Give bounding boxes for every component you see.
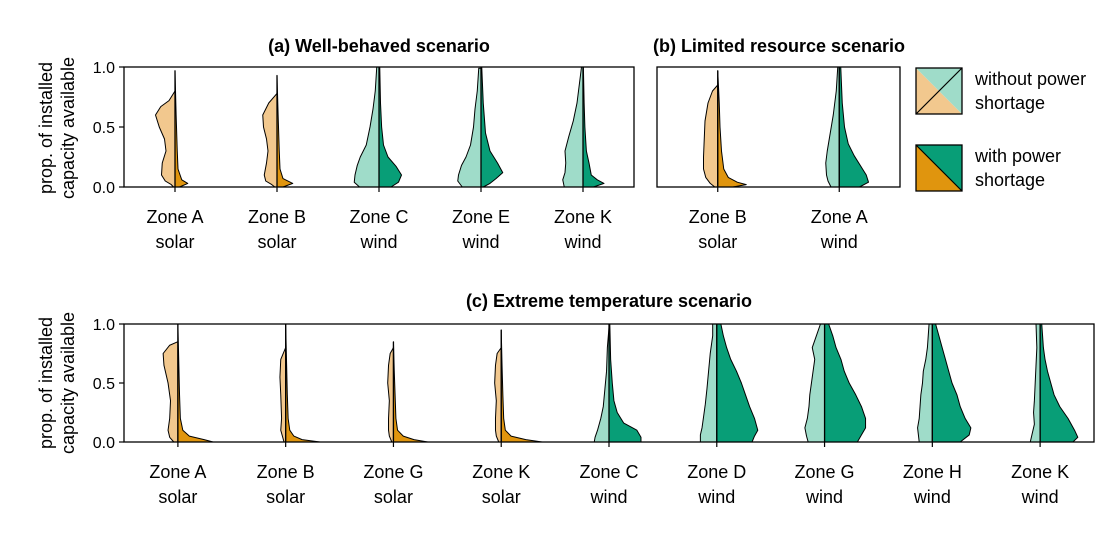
x-label-zone-c-6: Zone G bbox=[795, 462, 855, 482]
x-label-tech-a-3: wind bbox=[461, 232, 499, 252]
x-label-zone-a-0: Zone A bbox=[146, 207, 203, 227]
violin-a-1-with bbox=[276, 74, 294, 188]
violin-c-8-without bbox=[1029, 323, 1041, 443]
x-label-tech-c-7: wind bbox=[913, 487, 951, 507]
legend-with-diagonal bbox=[915, 144, 963, 192]
violin-a-4-with bbox=[582, 66, 605, 188]
violin-c-6-with bbox=[824, 323, 867, 443]
violin-c-2-without bbox=[387, 347, 394, 443]
legend-without-diagonal bbox=[915, 67, 963, 115]
y-tick-label-c-1: 0.5 bbox=[93, 376, 115, 393]
violin-a-3-with bbox=[480, 66, 504, 188]
x-label-zone-c-1: Zone B bbox=[257, 462, 315, 482]
x-label-tech-a-1: solar bbox=[257, 232, 296, 252]
violin-b-1-with bbox=[838, 66, 869, 188]
x-label-tech-b-0: solar bbox=[698, 232, 737, 252]
legend-with-label-line1: with power bbox=[974, 146, 1061, 166]
x-label-zone-a-1: Zone B bbox=[248, 207, 306, 227]
violin-c-7-with bbox=[931, 323, 972, 443]
x-label-zone-c-5: Zone D bbox=[687, 462, 746, 482]
violin-b-0-with bbox=[717, 70, 747, 188]
x-label-zone-c-2: Zone G bbox=[363, 462, 423, 482]
x-label-tech-c-2: solar bbox=[374, 487, 413, 507]
violin-c-3-with bbox=[500, 329, 543, 443]
plot-frame-a bbox=[123, 66, 635, 188]
violin-c-4-without bbox=[593, 327, 610, 443]
violin-c-0-with bbox=[177, 323, 214, 443]
legend-with-box bbox=[915, 144, 963, 192]
violin-a-3-without bbox=[457, 67, 482, 188]
legend-without-label-line1: without power bbox=[974, 69, 1086, 89]
y-tick-label-a-0: 0.0 bbox=[93, 180, 115, 197]
violin-c-1-with bbox=[285, 323, 321, 443]
panel-a-title: (a) Well-behaved scenario bbox=[268, 36, 490, 56]
y-tick-label-c-2: 1.0 bbox=[93, 317, 115, 334]
legend-with-label-line2: shortage bbox=[975, 170, 1045, 190]
x-label-zone-c-8: Zone K bbox=[1011, 462, 1069, 482]
violin-c-5-without bbox=[699, 323, 718, 443]
x-label-tech-b-1: wind bbox=[820, 232, 858, 252]
panel-a-well-behaved: (a) Well-behaved scenario prop. of insta… bbox=[36, 36, 635, 252]
x-label-tech-c-4: wind bbox=[589, 487, 627, 507]
x-label-tech-c-0: solar bbox=[158, 487, 197, 507]
violin-c-4-with bbox=[608, 323, 642, 443]
x-label-tech-a-0: solar bbox=[155, 232, 194, 252]
x-label-zone-c-4: Zone C bbox=[579, 462, 638, 482]
y-tick-label-c-0: 0.0 bbox=[93, 435, 115, 452]
x-label-zone-a-2: Zone C bbox=[349, 207, 408, 227]
panel-a-ylabel-line2: capacity available bbox=[58, 57, 78, 199]
violin-c-6-without bbox=[804, 323, 826, 443]
legend-without-label-line2: shortage bbox=[975, 93, 1045, 113]
x-label-zone-b-1: Zone A bbox=[811, 207, 868, 227]
panel-b-title: (b) Limited resource scenario bbox=[653, 36, 905, 56]
violin-a-1-without bbox=[262, 92, 278, 188]
x-label-zone-a-3: Zone E bbox=[452, 207, 510, 227]
y-tick-label-a-1: 0.5 bbox=[93, 120, 115, 137]
violin-a-0-without bbox=[155, 90, 176, 188]
x-label-tech-c-1: solar bbox=[266, 487, 305, 507]
violin-c-3-without bbox=[494, 347, 502, 443]
x-label-zone-b-0: Zone B bbox=[689, 207, 747, 227]
x-label-zone-a-4: Zone K bbox=[554, 207, 612, 227]
violin-a-2-with bbox=[378, 66, 402, 188]
legend-without-box bbox=[915, 67, 963, 115]
panel-c-ylabel-line1: prop. of installed bbox=[36, 317, 56, 449]
panel-a-ylabel-line1: prop. of installed bbox=[36, 62, 56, 194]
x-label-tech-c-6: wind bbox=[805, 487, 843, 507]
x-label-tech-c-5: wind bbox=[697, 487, 735, 507]
panel-c-ylabel-line2: capacity available bbox=[58, 312, 78, 454]
violin-b-0-without bbox=[703, 84, 719, 188]
panel-b-limited-resource: (b) Limited resource scenario Zone B sola… bbox=[653, 36, 905, 252]
x-label-tech-c-8: wind bbox=[1021, 487, 1059, 507]
violin-c-7-without bbox=[917, 323, 933, 443]
x-label-zone-c-3: Zone K bbox=[472, 462, 530, 482]
x-label-tech-a-2: wind bbox=[359, 232, 397, 252]
violin-a-4-without bbox=[562, 66, 584, 188]
x-label-tech-a-4: wind bbox=[563, 232, 601, 252]
violin-c-2-with bbox=[392, 341, 429, 443]
x-label-zone-c-7: Zone H bbox=[903, 462, 962, 482]
panel-c-extreme-temperature: (c) Extreme temperature scenario prop. o… bbox=[36, 291, 1095, 507]
legend: without power shortage with power shorta… bbox=[915, 67, 1086, 192]
violin-c-0-without bbox=[162, 341, 179, 443]
violin-b-1-without bbox=[825, 66, 840, 188]
y-tick-label-a-2: 1.0 bbox=[93, 60, 115, 77]
violin-a-2-without bbox=[353, 66, 380, 188]
x-label-tech-c-3: solar bbox=[482, 487, 521, 507]
plot-frame-c bbox=[123, 323, 1095, 443]
plot-frame-b bbox=[656, 66, 901, 188]
violin-c-1-without bbox=[279, 347, 287, 443]
violin-a-0-with bbox=[174, 70, 189, 188]
panel-c-title: (c) Extreme temperature scenario bbox=[466, 291, 752, 311]
violin-c-5-with bbox=[716, 323, 759, 443]
x-label-zone-c-0: Zone A bbox=[149, 462, 206, 482]
violin-c-8-with bbox=[1039, 323, 1079, 443]
